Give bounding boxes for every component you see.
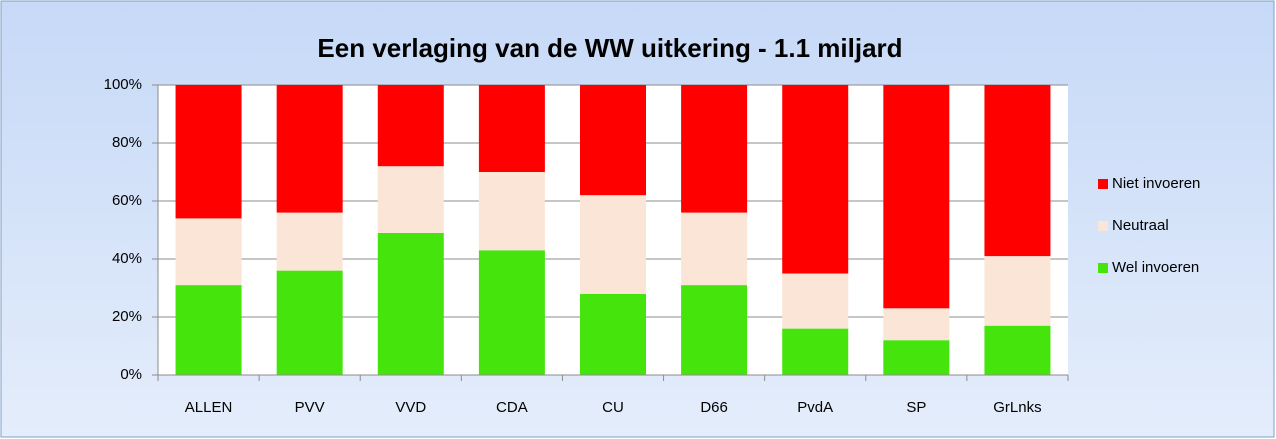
bar-segment: [175, 285, 242, 375]
chart-title: Een verlaging van de WW uitkering - 1.1 …: [317, 33, 902, 63]
y-tick-label: 80%: [112, 134, 142, 151]
y-tick-label: 20%: [112, 308, 142, 325]
y-tick-label: 100%: [104, 76, 142, 93]
y-tick-label: 60%: [112, 192, 142, 209]
legend-label: Wel invoeren: [1112, 259, 1199, 276]
bar-segment: [175, 218, 242, 286]
legend-swatch: [1098, 263, 1108, 273]
bar-segment: [276, 85, 343, 213]
bar-segment: [883, 85, 950, 309]
bar-segment: [580, 293, 646, 375]
x-tick-label: CDA: [496, 399, 528, 416]
bar-segment: [478, 172, 545, 251]
x-tick-label: PVV: [295, 399, 325, 416]
bar-segment: [681, 212, 748, 286]
x-tick-label: VVD: [395, 399, 426, 416]
bar-segment: [883, 308, 950, 341]
bar-segment: [782, 273, 849, 329]
x-tick-label: SP: [906, 399, 926, 416]
bar-segment: [984, 256, 1051, 326]
bar-segment: [681, 285, 748, 375]
y-tick-label: 40%: [112, 250, 142, 267]
bar-segment: [681, 85, 748, 213]
x-tick-label: D66: [700, 399, 728, 416]
y-tick-label: 0%: [120, 366, 142, 383]
bar-segment: [377, 85, 444, 167]
legend-label: Neutraal: [1112, 217, 1169, 234]
x-tick-label: ALLEN: [185, 399, 233, 416]
x-tick-label: GrLnks: [993, 399, 1041, 416]
bar-segment: [478, 250, 545, 375]
bar-segment: [478, 85, 545, 172]
x-tick-label: CU: [602, 399, 624, 416]
legend-swatch: [1098, 179, 1108, 189]
bar-segment: [984, 85, 1051, 257]
bar-segment: [782, 85, 849, 274]
bar-segment: [377, 166, 444, 233]
legend-swatch: [1098, 221, 1108, 231]
bar-segment: [883, 340, 950, 375]
bar-segment: [175, 85, 242, 219]
bar-segment: [580, 195, 646, 294]
bar-segment: [276, 212, 343, 271]
bar-segment: [276, 270, 343, 375]
bar-segment: [782, 328, 849, 375]
bar-segment: [580, 85, 646, 196]
bar-segment: [377, 232, 444, 375]
bar-segment: [984, 325, 1051, 375]
legend-label: Niet invoeren: [1112, 175, 1200, 192]
x-tick-label: PvdA: [797, 399, 833, 416]
